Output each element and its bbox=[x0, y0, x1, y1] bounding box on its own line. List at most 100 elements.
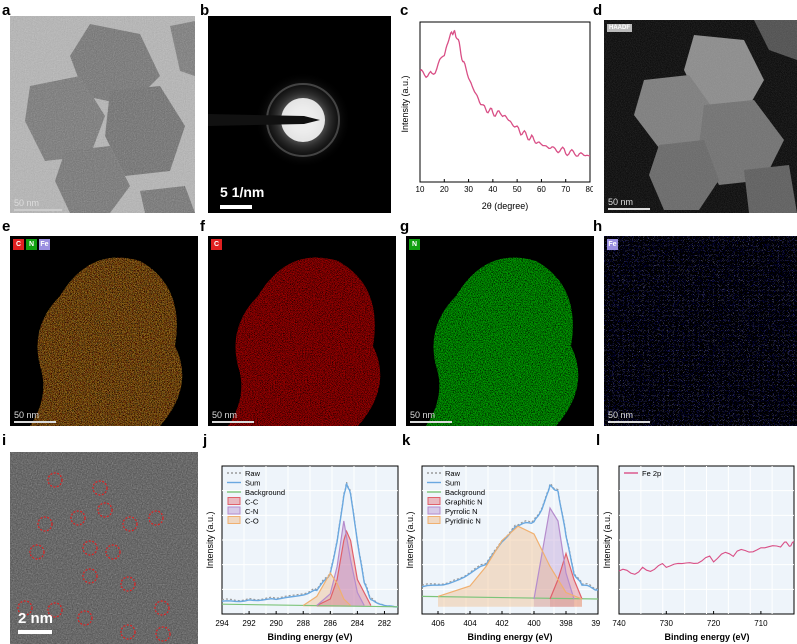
xrd-tick-label: 70 bbox=[561, 185, 570, 194]
tick-label: 294 bbox=[215, 619, 229, 628]
eds-map-nitrogen: N 50 nm bbox=[406, 236, 594, 426]
scale-label-d: 50 nm bbox=[608, 197, 634, 207]
xps-fe2p-chart: 740 730 720 710 Fe 2p Intensity (a.u.) Bind… bbox=[602, 465, 795, 642]
scale-bar-b bbox=[220, 205, 252, 209]
series-fill bbox=[438, 526, 582, 607]
series-line bbox=[221, 483, 399, 608]
panel-letter-k: k bbox=[402, 432, 411, 449]
xps-fe2p-ylabel: Intensity (a.u.) bbox=[602, 511, 612, 568]
scale-bar-h bbox=[608, 421, 650, 423]
tick-label: 396 bbox=[591, 619, 600, 628]
xps-n1s-xlabel: Binding energy (eV) bbox=[467, 632, 552, 642]
scale-bar-i bbox=[18, 630, 52, 634]
atomic-haadf-image: 2 nm bbox=[10, 452, 198, 644]
xrd-tick-label: 60 bbox=[537, 185, 546, 194]
panel-letter-b: b bbox=[200, 2, 210, 19]
tick-label: 284 bbox=[351, 619, 365, 628]
series-line bbox=[549, 551, 583, 600]
tick-label: 290 bbox=[269, 619, 283, 628]
tick-label: 282 bbox=[378, 619, 392, 628]
tick-label: 398 bbox=[559, 619, 573, 628]
legend-label: Fe 2p bbox=[642, 469, 661, 478]
tick-label: 292 bbox=[242, 619, 256, 628]
xps-c1s-ylabel: Intensity (a.u.) bbox=[205, 511, 215, 568]
tick-label: 404 bbox=[463, 619, 477, 628]
panel-letter-l: l bbox=[596, 432, 601, 449]
xrd-tick-label: 30 bbox=[464, 185, 473, 194]
tick-label: 402 bbox=[495, 619, 509, 628]
xrd-chart: 10 20 30 40 50 60 70 80 Intensity (a.u.) 2θ (de… bbox=[400, 21, 593, 211]
eds-tag-c: C bbox=[211, 239, 222, 250]
xps-c1s-xlabel: Binding energy (eV) bbox=[267, 632, 352, 642]
legend-label: C-C bbox=[245, 498, 259, 507]
xrd-tick-label: 50 bbox=[513, 185, 522, 194]
xrd-tick-label: 40 bbox=[488, 185, 497, 194]
legend-label: C-O bbox=[245, 517, 259, 526]
series-fill bbox=[316, 521, 365, 607]
eds-tag-n: N bbox=[26, 239, 37, 250]
panel-letter-e: e bbox=[2, 218, 11, 235]
tick-label: 288 bbox=[297, 619, 311, 628]
legend-label: Sum bbox=[445, 479, 460, 488]
haadf-image: HAADF 50 nm bbox=[604, 20, 797, 213]
tick-label: 286 bbox=[324, 619, 338, 628]
xps-n1s-chart: 406 404 402 400 398 396 RawSumBackgroundGraph… bbox=[405, 465, 600, 642]
haadf-tag: HAADF bbox=[607, 24, 632, 32]
eds-tag-c: C bbox=[13, 239, 24, 250]
series-line bbox=[421, 484, 599, 591]
eds-map-iron: Fe 50 nm bbox=[604, 236, 797, 426]
scale-bar-a bbox=[14, 209, 62, 211]
panel-letter-a: a bbox=[2, 2, 11, 19]
legend-label: Background bbox=[245, 488, 285, 497]
panel-letter-d: d bbox=[593, 2, 603, 19]
tick-label: 720 bbox=[707, 619, 721, 628]
legend-label: Raw bbox=[245, 469, 261, 478]
series-line bbox=[618, 541, 795, 575]
single-atom-markers bbox=[17, 472, 171, 642]
tem-image: 50 nm bbox=[10, 16, 195, 213]
legend-label: Pyrrolic N bbox=[445, 507, 478, 516]
scale-label-a: 50 nm bbox=[14, 198, 40, 208]
series-line bbox=[302, 571, 352, 606]
scale-label-h: 50 nm bbox=[608, 410, 634, 420]
haadf-particles bbox=[604, 20, 797, 213]
scale-label-e: 50 nm bbox=[14, 410, 40, 420]
legend-swatch bbox=[427, 506, 441, 515]
eds-tag-fe: Fe bbox=[39, 239, 50, 250]
legend-label: C-N bbox=[245, 507, 258, 516]
panel-letter-g: g bbox=[400, 218, 410, 235]
panel-letter-j: j bbox=[203, 432, 208, 449]
legend-swatch bbox=[227, 506, 241, 515]
scale-label-i: 2 nm bbox=[18, 610, 54, 627]
panel-letter-c: c bbox=[400, 2, 409, 19]
scale-bar-e bbox=[14, 421, 56, 423]
series-line bbox=[221, 481, 399, 608]
legend-swatch bbox=[227, 497, 241, 505]
legend-swatch bbox=[427, 516, 441, 524]
xrd-tick-label: 10 bbox=[416, 185, 425, 194]
xrd-xlabel: 2θ (degree) bbox=[482, 201, 529, 211]
series-fill bbox=[550, 553, 582, 607]
xps-n1s-ylabel: Intensity (a.u.) bbox=[405, 511, 415, 568]
panel-letter-f: f bbox=[200, 218, 205, 235]
series-line bbox=[437, 525, 583, 600]
series-line bbox=[316, 520, 365, 606]
legend-label: Graphitic N bbox=[445, 498, 483, 507]
series-line bbox=[533, 506, 575, 600]
xps-c1s-chart: 294 292 290 288 286 284 282 RawSumBackgroundC-… bbox=[205, 465, 399, 642]
series-line bbox=[421, 595, 599, 600]
xrd-tick-label: 20 bbox=[440, 185, 449, 194]
panel-letter-h: h bbox=[593, 218, 603, 235]
xrd-series-line bbox=[419, 29, 591, 157]
xrd-ylabel: Intensity (a.u.) bbox=[400, 75, 410, 132]
eds-tag-fe: Fe bbox=[607, 239, 618, 250]
scale-label-f: 50 nm bbox=[212, 410, 238, 420]
xps-fe2p-xlabel: Binding energy (eV) bbox=[664, 632, 749, 642]
series-line bbox=[221, 603, 399, 608]
series-fill bbox=[534, 508, 574, 607]
tick-label: 406 bbox=[431, 619, 445, 628]
tick-label: 710 bbox=[754, 619, 768, 628]
legend-label: Pyridinic N bbox=[445, 517, 481, 526]
xrd-tick-label: 80 bbox=[586, 185, 593, 194]
scale-label-g: 50 nm bbox=[410, 410, 436, 420]
